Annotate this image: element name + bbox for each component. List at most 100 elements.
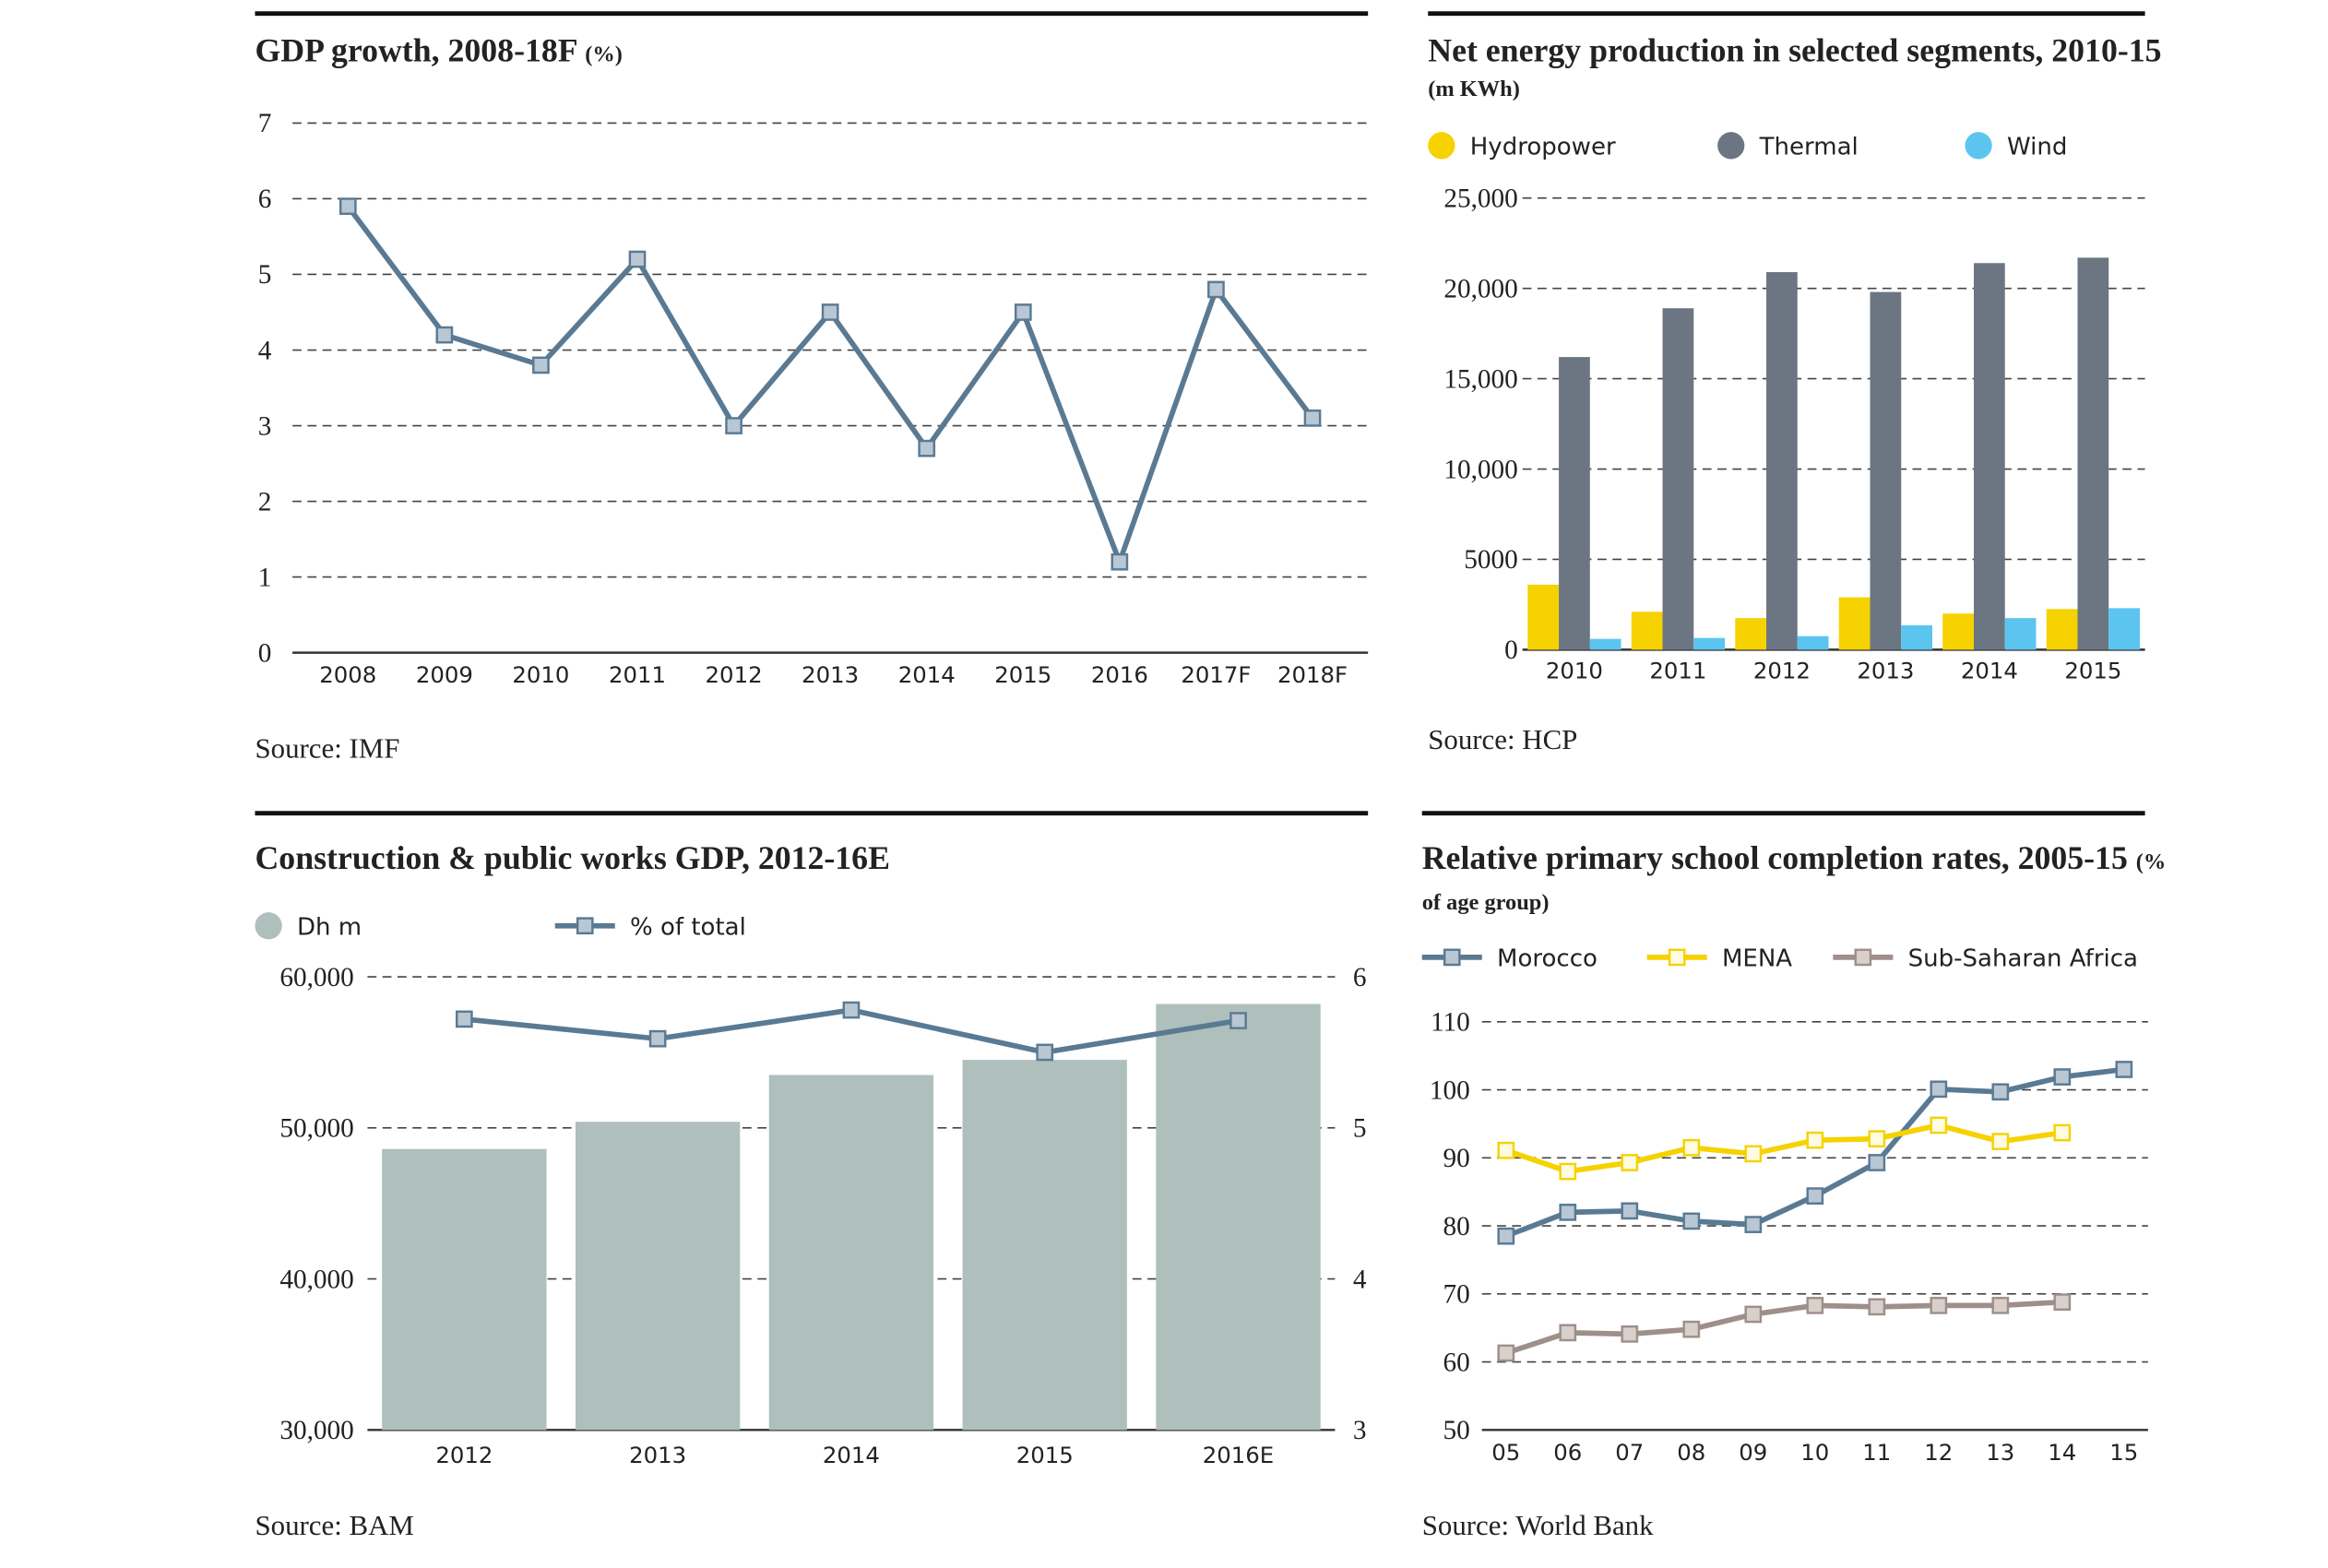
series-line	[1504, 1123, 2063, 1175]
point-marker	[1682, 1320, 1701, 1338]
x-tick-label: 2014	[898, 661, 956, 688]
legend-label: Morocco	[1497, 945, 1598, 973]
x-tick-label: 2013	[802, 661, 859, 688]
point-marker	[725, 417, 742, 434]
chart-title-block: GDP growth, 2008-18F (%)	[255, 33, 1364, 74]
point-marker	[1806, 1297, 1824, 1314]
series-line	[1504, 1066, 2125, 1239]
legend-label: MENA	[1722, 945, 1792, 973]
x-tick-label: 2013	[1857, 657, 1914, 683]
chart-subtitle: (% of age group)	[1421, 850, 2167, 916]
point-marker	[842, 1001, 861, 1019]
point-marker	[1111, 552, 1129, 571]
legend-label: Wind	[2007, 134, 2067, 161]
point-marker	[1930, 1116, 1948, 1134]
legend-marker	[255, 912, 282, 940]
y-tick-label: 50	[1443, 1416, 1470, 1445]
legend-label: % of total	[630, 913, 746, 941]
chart-title: Construction & public works GDP, 2012-16…	[255, 840, 890, 877]
x-tick-label: 2014	[823, 1442, 880, 1468]
point-marker	[1682, 1212, 1701, 1230]
x-tick-label: 2011	[609, 661, 666, 688]
y-tick-label: 5000	[1464, 545, 1518, 575]
point-marker	[1621, 1324, 1639, 1343]
title-box: Construction & public works GDP, 2012-16…	[255, 840, 890, 877]
x-tick-label: 2012	[435, 1442, 493, 1468]
bar	[1838, 597, 1871, 650]
x-tick-label: 2017F	[1181, 661, 1251, 688]
x-tick-label: 2015	[1016, 1442, 1074, 1468]
bar	[575, 1122, 741, 1431]
chart-title-block: Net energy production in selected segmen…	[1428, 33, 2178, 108]
bar	[1973, 263, 2005, 650]
x-tick-label: 14	[2048, 1439, 2076, 1466]
bar	[1589, 638, 1621, 650]
y-tick-label: 5	[258, 260, 272, 290]
y-tick-label: 1	[258, 563, 272, 592]
bar	[1527, 584, 1560, 650]
point-marker	[1868, 1298, 1886, 1316]
bar	[768, 1075, 934, 1431]
x-tick-label: 2015	[2064, 657, 2121, 683]
y-tick-label: 90	[1443, 1144, 1470, 1173]
legend-marker	[1428, 132, 1455, 160]
x-tick-label: 2010	[1546, 657, 1603, 683]
x-tick-label: 2013	[629, 1442, 686, 1468]
legend-label: Sub-Saharan Africa	[1908, 945, 2138, 973]
y-tick-label: 10,000	[1443, 455, 1517, 484]
y-tick-label: 60	[1443, 1348, 1470, 1377]
x-tick-label: 2016E	[1203, 1442, 1274, 1468]
x-tick-label: 2010	[512, 661, 569, 688]
x-tick-label: 11	[1862, 1439, 1891, 1466]
title-box: GDP growth, 2008-18F (%)	[255, 33, 1364, 74]
legend-marker	[1965, 132, 1992, 160]
y-tick-label: 15,000	[1443, 364, 1517, 394]
title-box: Net energy production in selected segmen…	[1428, 33, 2178, 108]
chart-title: GDP growth, 2008-18F	[255, 32, 577, 69]
y-tick-label: 6	[1353, 963, 1367, 992]
y-tick-label: 6	[258, 184, 272, 214]
x-tick-label: 10	[1800, 1439, 1829, 1466]
bar	[1870, 291, 1902, 650]
point-marker	[1497, 1227, 1515, 1245]
y-tick-label: 80	[1443, 1212, 1470, 1241]
y-tick-label: 7	[258, 109, 272, 138]
y-tick-label: 0	[1504, 636, 1518, 665]
point-marker	[1559, 1324, 1577, 1342]
point-marker	[2053, 1068, 2072, 1086]
legend-marker	[576, 917, 594, 935]
chart-subtitle: (%)	[585, 43, 623, 68]
x-tick-label: 2012	[1753, 657, 1811, 683]
point-marker	[648, 1029, 667, 1048]
point-marker	[1744, 1305, 1763, 1324]
point-marker	[1991, 1297, 2010, 1314]
bar	[1942, 613, 1974, 650]
point-marker	[1806, 1187, 1824, 1205]
y-tick-label: 20,000	[1443, 274, 1517, 303]
series-line	[1504, 1299, 2062, 1356]
point-marker	[1930, 1080, 1948, 1099]
y-tick-label: 110	[1431, 1008, 1470, 1038]
bar	[1631, 612, 1663, 650]
point-marker	[1303, 409, 1322, 427]
y-tick-label: 0	[258, 638, 272, 668]
point-marker	[532, 356, 550, 374]
y-tick-label: 30,000	[279, 1416, 353, 1445]
bar	[962, 1060, 1127, 1431]
chart-title: Net energy production in selected segmen…	[1428, 32, 2162, 69]
point-marker	[1991, 1083, 2010, 1101]
point-marker	[1497, 1344, 1515, 1362]
legend-label: Dh m	[297, 913, 362, 941]
x-tick-label: 12	[1924, 1439, 1953, 1466]
point-marker	[1744, 1145, 1763, 1163]
bar	[1156, 1004, 1321, 1431]
x-tick-label: 15	[2109, 1439, 2138, 1466]
point-marker	[628, 250, 647, 268]
x-tick-label: 2016	[1091, 661, 1148, 688]
bar	[1662, 308, 1694, 650]
point-marker	[1014, 303, 1032, 321]
x-tick-label: 2009	[416, 661, 473, 688]
x-tick-label: 09	[1739, 1439, 1767, 1466]
